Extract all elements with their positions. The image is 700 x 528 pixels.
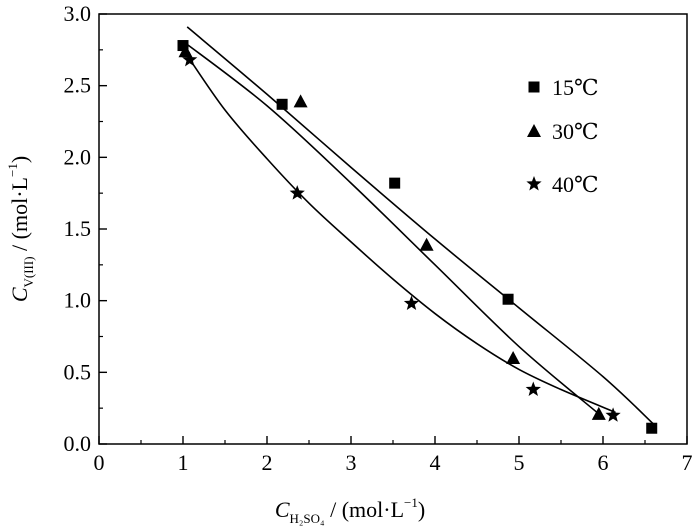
x-axis-title-exp: −1	[404, 495, 418, 510]
y-axis-title-sub: V(III)	[21, 256, 36, 287]
data-point-triangle	[506, 351, 521, 364]
data-point-star	[289, 185, 305, 200]
data-point-star	[605, 407, 621, 422]
y-tick-label: 3.0	[64, 1, 92, 26]
y-tick-label: 2.0	[64, 144, 92, 169]
y-axis-title-main: C	[7, 287, 32, 302]
plot-frame	[98, 13, 688, 445]
data-markers	[177, 40, 658, 434]
y-axis-title: CV(III) / (mol·L−1)	[5, 156, 36, 302]
data-point-star	[182, 51, 198, 67]
fit-lines	[182, 26, 654, 425]
data-point-square	[389, 177, 401, 189]
x-axis-title-unit: / (mol·L	[325, 497, 404, 522]
data-point-square	[177, 40, 189, 52]
data-point-star	[525, 381, 541, 397]
x-axis-title-sub: H₂SO₄	[290, 511, 326, 526]
x-axis-title-close: )	[418, 497, 425, 522]
y-tick-label: 2.5	[64, 73, 92, 98]
y-tick-label: 0.0	[64, 431, 92, 456]
y-tick-label: 0.5	[64, 359, 92, 384]
data-point-triangle	[591, 406, 606, 420]
x-axis-title: CH₂SO₄ / (mol·L−1)	[275, 495, 425, 526]
fit-line	[182, 40, 600, 415]
y-axis-title-close: )	[7, 156, 32, 163]
legend-label: 40℃	[552, 172, 599, 197]
fit-line	[186, 55, 616, 414]
x-tick-label: 2	[262, 450, 273, 475]
x-tick-label: 3	[346, 450, 357, 475]
y-axis-title-unit: / (mol·L	[7, 177, 32, 256]
legend-label: 30℃	[552, 119, 599, 144]
legend-marker-square	[528, 81, 540, 93]
x-tick-label: 6	[598, 450, 609, 475]
x-tick-label: 5	[514, 450, 525, 475]
legend-label: 15℃	[552, 75, 599, 100]
x-tick-label: 0	[94, 450, 105, 475]
data-point-triangle	[293, 94, 308, 108]
legend-marker-triangle	[527, 124, 541, 137]
x-tick-label: 4	[430, 450, 441, 475]
y-tick-label: 1.5	[64, 216, 92, 241]
axis-ticks: 0 1 2 3 4 5 6 7 0.0 0.5 1.0 1.5 2.0 2.5 3.0	[64, 1, 693, 475]
data-point-star	[403, 295, 420, 311]
legend-marker-star	[526, 176, 542, 191]
data-point-square	[502, 293, 514, 305]
legend: 15℃ 30℃ 40℃	[526, 75, 599, 197]
x-tick-label: 1	[178, 450, 189, 475]
x-tick-label: 7	[682, 450, 693, 475]
data-point-triangle	[419, 237, 434, 251]
y-tick-label: 1.0	[64, 288, 92, 313]
y-axis-title-exp: −1	[5, 163, 20, 177]
fit-line	[186, 26, 654, 425]
data-point-square	[646, 422, 658, 434]
data-point-square	[276, 98, 288, 110]
x-axis-title-main: C	[275, 497, 290, 522]
